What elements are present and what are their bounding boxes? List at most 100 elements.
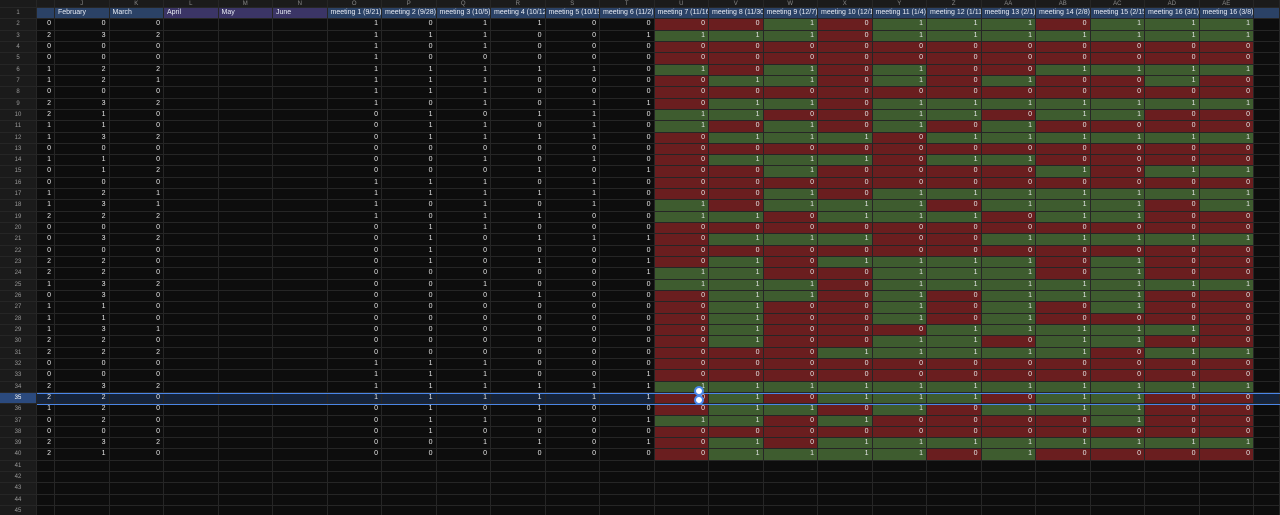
cell: 1 — [763, 200, 818, 212]
cell: 1 — [709, 381, 764, 393]
cell: 0 — [1036, 19, 1091, 31]
cell: 1 — [1036, 291, 1091, 303]
cell: 0 — [1036, 53, 1091, 65]
cell: 0 — [545, 449, 600, 461]
cell: 1 — [981, 155, 1036, 167]
cell: 0 — [109, 358, 164, 371]
cell — [273, 302, 328, 314]
cell: 1 — [927, 257, 982, 269]
cell: 1 — [545, 392, 600, 405]
cell: 0 — [109, 41, 164, 54]
cell: 0 — [818, 143, 873, 156]
row-number: 9 — [0, 98, 37, 110]
cell — [382, 506, 437, 515]
cell: 0 — [1036, 370, 1091, 382]
cell — [764, 506, 818, 515]
cell: 0 — [981, 211, 1036, 224]
cell: 0 — [1090, 121, 1145, 133]
cell: 0 — [55, 426, 110, 439]
cell: 0 — [1090, 426, 1145, 439]
column-letter: U — [654, 0, 709, 8]
cell: 1 — [981, 438, 1036, 450]
cell: 0 — [763, 415, 818, 427]
cell: 1 — [1199, 19, 1254, 31]
cell: 0 — [382, 449, 437, 461]
cell — [1254, 155, 1280, 167]
cell — [218, 472, 273, 484]
cell: 1 — [1090, 302, 1145, 314]
cell — [218, 483, 273, 495]
cell: 1 — [55, 302, 110, 314]
cell: 0 — [872, 245, 927, 258]
cell — [219, 506, 273, 515]
cell: 1 — [382, 177, 437, 190]
cell: 1 — [382, 415, 437, 427]
cell — [1036, 483, 1091, 495]
cell — [1254, 483, 1280, 495]
cell: 1 — [927, 268, 982, 280]
selection-handle[interactable] — [693, 394, 704, 405]
cell: 0 — [491, 358, 546, 371]
cell: 0 — [654, 189, 709, 201]
column-letter: T — [600, 0, 655, 8]
cell — [600, 483, 655, 495]
cell: 0 — [927, 245, 982, 258]
cell: 0 — [327, 223, 382, 235]
cell: 0 — [327, 449, 382, 461]
row-number: 27 — [0, 302, 37, 314]
cell: 1 — [545, 64, 600, 76]
cell — [164, 381, 219, 393]
cell — [1254, 324, 1280, 337]
cell: 0 — [600, 302, 655, 314]
cell — [1254, 313, 1280, 325]
cell — [218, 211, 273, 224]
cell: 1 — [1199, 132, 1254, 144]
cell: 0 — [1036, 121, 1091, 133]
cell: 0 — [1199, 87, 1254, 99]
cell: 1 — [1090, 404, 1145, 416]
cell: 0 — [709, 358, 764, 371]
cell: 0 — [1145, 449, 1200, 461]
cell: 0 — [545, 291, 600, 303]
cell: 1 — [763, 30, 818, 42]
cell — [1199, 460, 1254, 473]
cell — [273, 223, 328, 235]
cell: 0 — [55, 245, 110, 258]
cell: 1 — [327, 392, 382, 405]
cell: 0 — [709, 143, 764, 156]
cell: 1 — [600, 381, 655, 393]
cell: 0 — [491, 200, 546, 212]
cell: 0 — [109, 177, 164, 190]
cell: 1 — [1090, 268, 1145, 280]
cell: 0 — [491, 223, 546, 235]
cell: 0 — [654, 313, 709, 325]
cell: 3 — [55, 279, 110, 291]
cell — [1254, 336, 1280, 348]
cell: 0 — [600, 121, 655, 133]
cell: 1 — [763, 279, 818, 291]
cell: 0 — [545, 143, 600, 156]
cell: 0 — [109, 121, 164, 133]
cell — [273, 132, 328, 144]
cell: 1 — [818, 257, 873, 269]
cell — [1254, 347, 1280, 359]
cell — [1090, 483, 1145, 495]
corner — [0, 0, 37, 8]
cell: 0 — [981, 166, 1036, 178]
cell — [1254, 494, 1280, 507]
cell: 0 — [55, 370, 110, 382]
cell: 0 — [927, 302, 982, 314]
cell — [218, 449, 273, 461]
header-cell: meeting 2 (9/28) — [382, 8, 437, 20]
cell: 0 — [981, 109, 1036, 122]
cell: 0 — [872, 87, 927, 99]
cell: 0 — [1199, 404, 1254, 416]
cell — [218, 177, 273, 190]
cell: 0 — [545, 53, 600, 65]
cell: 0 — [327, 302, 382, 314]
cell: 0 — [1090, 449, 1145, 461]
cell: 1 — [1090, 324, 1145, 337]
cell: 1 — [927, 381, 982, 393]
cell: 1 — [872, 268, 927, 280]
cell: 0 — [327, 279, 382, 291]
